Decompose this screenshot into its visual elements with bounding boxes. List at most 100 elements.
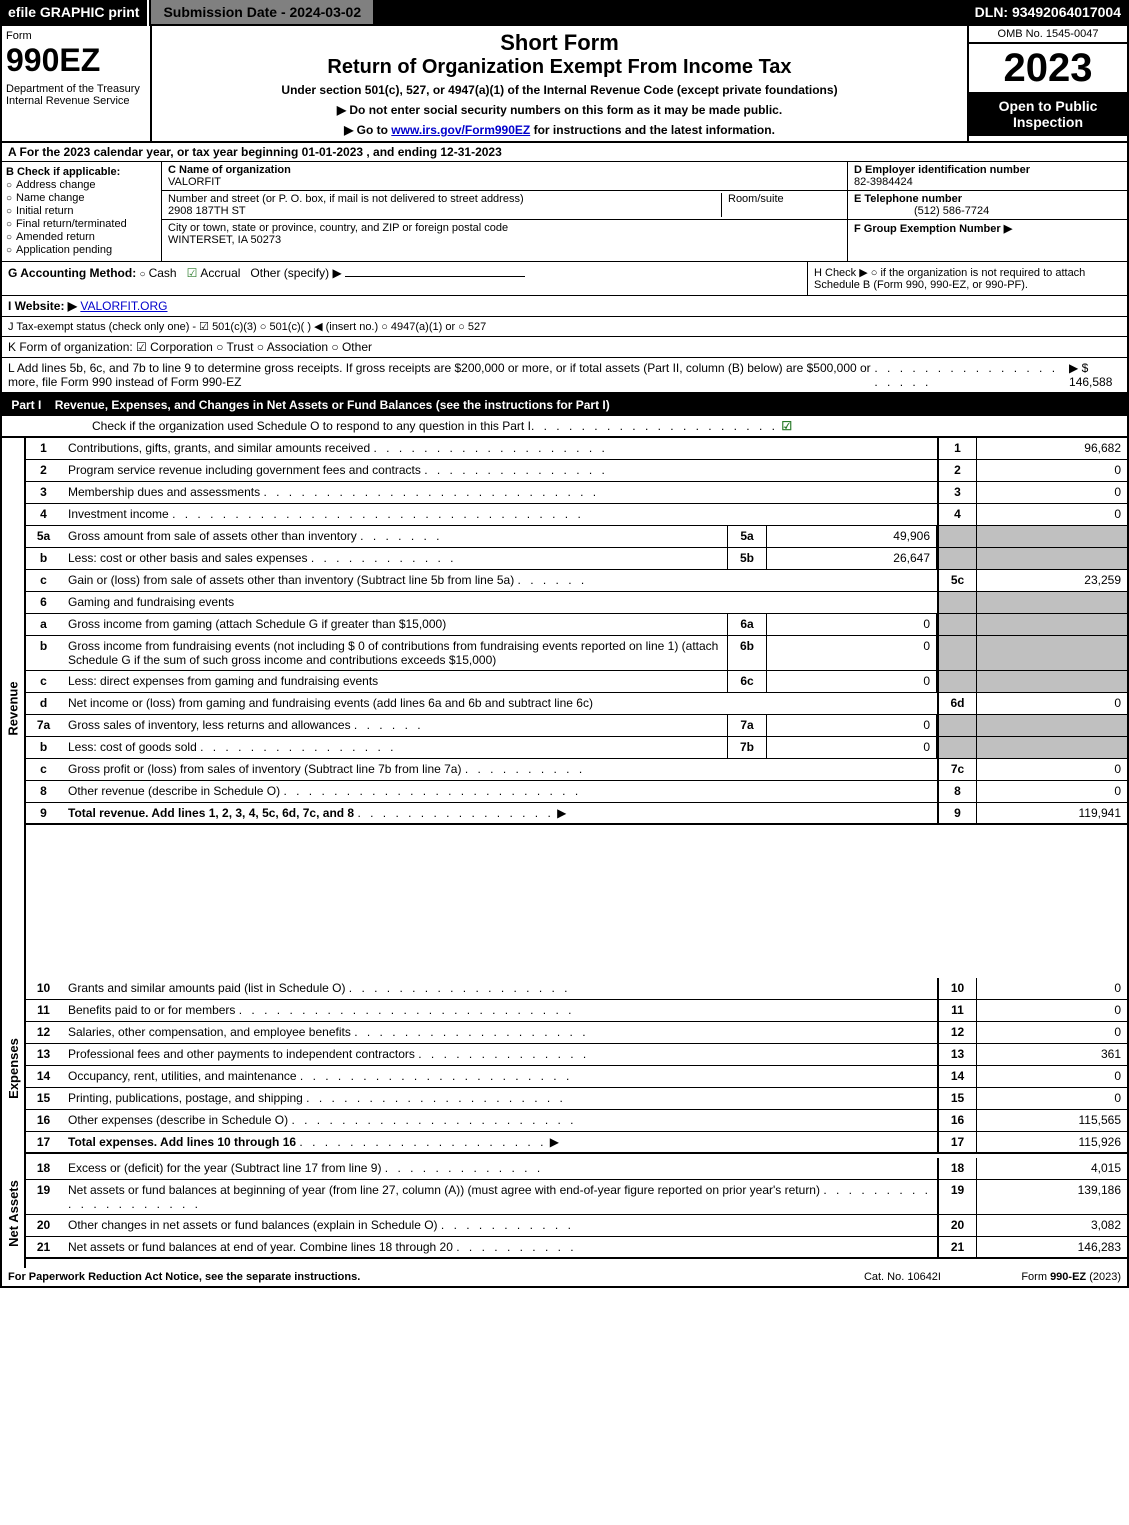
chk-application-pending[interactable]: Application pending <box>6 244 157 256</box>
c-city-lbl: City or town, state or province, country… <box>168 222 508 234</box>
ln-7c-rno: 7c <box>937 759 977 780</box>
ln-7a-val <box>977 715 1127 736</box>
g-accrual[interactable]: Accrual <box>187 266 241 280</box>
ln-11-val: 0 <box>977 1000 1127 1021</box>
section-def: D Employer identification number82-39844… <box>847 162 1127 261</box>
ln-6c-val <box>977 671 1127 692</box>
ln-5b-desc: Less: cost or other basis and sales expe… <box>62 548 727 569</box>
ln-6d-val: 0 <box>977 693 1127 714</box>
ln-19-desc: Net assets or fund balances at beginning… <box>62 1180 937 1214</box>
g-lbl: G Accounting Method: <box>8 266 136 280</box>
website-link[interactable]: VALORFIT.ORG <box>80 299 167 313</box>
ln-7b-no: b <box>26 737 62 758</box>
ln-6c-desc: Less: direct expenses from gaming and fu… <box>62 671 727 692</box>
tax-year: 2023 <box>969 44 1127 92</box>
ln-9-no: 9 <box>26 803 62 823</box>
c-name-lbl: C Name of organization <box>168 164 291 176</box>
ln-6b-no: b <box>26 636 62 670</box>
ln-6a-sv: 0 <box>767 614 937 635</box>
ln-12-val: 0 <box>977 1022 1127 1043</box>
footer-notice: For Paperwork Reduction Act Notice, see … <box>8 1271 864 1283</box>
chk-name-change[interactable]: Name change <box>6 192 157 204</box>
ln-9-rno: 9 <box>937 803 977 823</box>
part1-check: Check if the organization used Schedule … <box>0 416 1129 438</box>
ln-15-no: 15 <box>26 1088 62 1109</box>
ln-6c-rno <box>937 671 977 692</box>
ln-16-val: 115,565 <box>977 1110 1127 1131</box>
ln-17-desc: Total expenses. Add lines 10 through 16 … <box>62 1132 937 1152</box>
ln-7a-rno <box>937 715 977 736</box>
ln-6a-sn: 6a <box>727 614 767 635</box>
section-h: H Check ▶ ○ if the organization is not r… <box>807 262 1127 295</box>
ln-21-val: 146,283 <box>977 1237 1127 1257</box>
ln-6a-rno <box>937 614 977 635</box>
ln-18-rno: 18 <box>937 1158 977 1179</box>
ln-7a-sv: 0 <box>767 715 937 736</box>
section-k: K Form of organization: ☑ Corporation ○ … <box>0 337 1129 358</box>
ln-5c-desc: Gain or (loss) from sale of assets other… <box>62 570 937 591</box>
chk-final-return[interactable]: Final return/terminated <box>6 218 157 230</box>
ln-12-no: 12 <box>26 1022 62 1043</box>
g-cash[interactable]: Cash <box>140 266 177 280</box>
l-text: L Add lines 5b, 6c, and 7b to line 9 to … <box>8 361 874 389</box>
subtitle: Under section 501(c), 527, or 4947(a)(1)… <box>156 83 963 97</box>
ln-16-no: 16 <box>26 1110 62 1131</box>
return-title: Return of Organization Exempt From Incom… <box>156 56 963 79</box>
ln-3-rno: 3 <box>937 482 977 503</box>
ln-13-rno: 13 <box>937 1044 977 1065</box>
irs-link[interactable]: www.irs.gov/Form990EZ <box>391 123 530 137</box>
ln-4-rno: 4 <box>937 504 977 525</box>
ln-10-desc: Grants and similar amounts paid (list in… <box>62 978 937 999</box>
ln-1-rno: 1 <box>937 438 977 459</box>
ln-10-rno: 10 <box>937 978 977 999</box>
ln-6c-no: c <box>26 671 62 692</box>
ln-10-no: 10 <box>26 978 62 999</box>
ln-15-val: 0 <box>977 1088 1127 1109</box>
ln-4-desc: Investment income . . . . . . . . . . . … <box>62 504 937 525</box>
ln-2-rno: 2 <box>937 460 977 481</box>
l-amt: ▶ $ 146,588 <box>1069 361 1121 389</box>
org-addr: 2908 187TH ST <box>168 205 246 217</box>
ln-18-desc: Excess or (deficit) for the year (Subtra… <box>62 1158 937 1179</box>
top-bar: efile GRAPHIC print Submission Date - 20… <box>0 0 1129 26</box>
ln-5c-no: c <box>26 570 62 591</box>
ln-5a-rno <box>937 526 977 547</box>
header-left: Form 990EZ Department of the Treasury In… <box>2 26 152 141</box>
efile-label[interactable]: efile GRAPHIC print <box>0 0 149 26</box>
ln-5b-rno <box>937 548 977 569</box>
ln-5a-desc: Gross amount from sale of assets other t… <box>62 526 727 547</box>
org-name: VALORFIT <box>168 176 221 188</box>
section-c: C Name of organizationVALORFIT Number an… <box>162 162 847 261</box>
ln-7b-rno <box>937 737 977 758</box>
form-number: 990EZ <box>6 42 146 79</box>
part1-title: Revenue, Expenses, and Changes in Net As… <box>55 398 610 412</box>
ln-8-desc: Other revenue (describe in Schedule O) .… <box>62 781 937 802</box>
ln-18-no: 18 <box>26 1158 62 1179</box>
ln-7c-val: 0 <box>977 759 1127 780</box>
ln-8-no: 8 <box>26 781 62 802</box>
chk-address-change[interactable]: Address change <box>6 179 157 191</box>
ln-6a-desc: Gross income from gaming (attach Schedul… <box>62 614 727 635</box>
ln-14-no: 14 <box>26 1066 62 1087</box>
b-label: B Check if applicable: <box>6 166 120 178</box>
ln-6b-sn: 6b <box>727 636 767 670</box>
ln-7a-sn: 7a <box>727 715 767 736</box>
ln-2-no: 2 <box>26 460 62 481</box>
ln-15-desc: Printing, publications, postage, and shi… <box>62 1088 937 1109</box>
ln-9-val: 119,941 <box>977 803 1127 823</box>
ln-2-desc: Program service revenue including govern… <box>62 460 937 481</box>
g-other[interactable]: Other (specify) ▶ <box>250 266 341 280</box>
d-lbl: D Employer identification number <box>854 164 1030 176</box>
chk-amended-return[interactable]: Amended return <box>6 231 157 243</box>
ln-7a-desc: Gross sales of inventory, less returns a… <box>62 715 727 736</box>
chk-initial-return[interactable]: Initial return <box>6 205 157 217</box>
ln-20-desc: Other changes in net assets or fund bala… <box>62 1215 937 1236</box>
ln-5a-val <box>977 526 1127 547</box>
ln-8-rno: 8 <box>937 781 977 802</box>
ln-1-val: 96,682 <box>977 438 1127 459</box>
ln-5b-sv: 26,647 <box>767 548 937 569</box>
ln-6a-val <box>977 614 1127 635</box>
ln-6c-sv: 0 <box>767 671 937 692</box>
section-gh: G Accounting Method: Cash Accrual Other … <box>0 262 1129 296</box>
ln-6-val <box>977 592 1127 613</box>
